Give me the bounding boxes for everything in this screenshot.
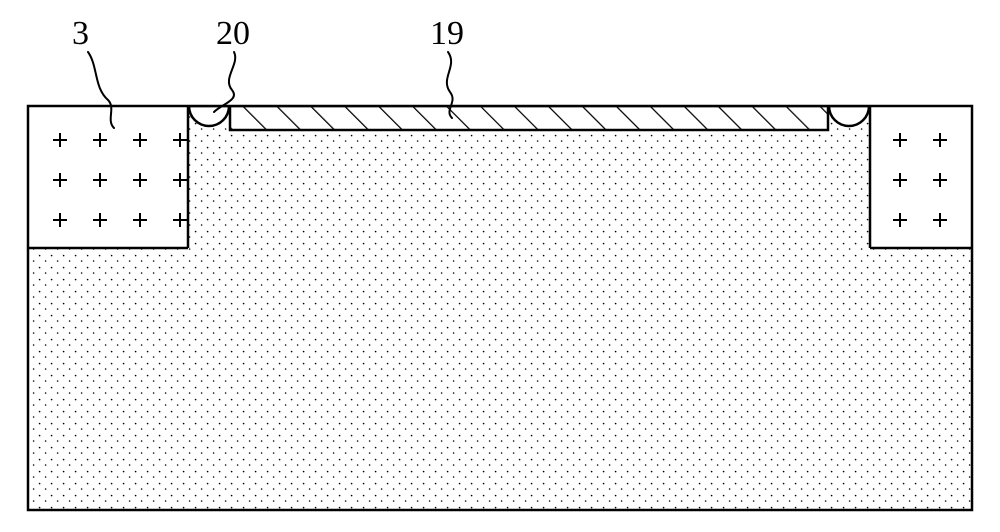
- callout-19: 19: [430, 15, 464, 118]
- callout-label-20: 20: [216, 15, 250, 52]
- callout-label-19: 19: [430, 15, 464, 52]
- patent-figure: 3 20 19: [0, 0, 1000, 532]
- callout-leader-20: [214, 52, 235, 112]
- callout-20: 20: [214, 15, 250, 112]
- callout-label-3: 3: [72, 15, 89, 52]
- oxide-block-left: [28, 106, 188, 248]
- oxide-block-right: [870, 106, 972, 248]
- hatched-layer: [230, 106, 828, 130]
- substrate-region: [28, 106, 972, 510]
